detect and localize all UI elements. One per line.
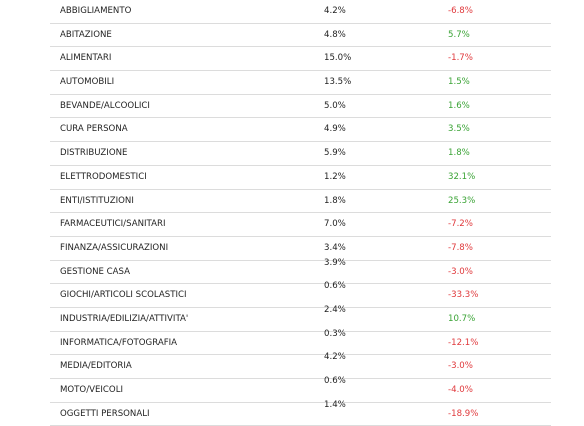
- share-value: 15.0%: [324, 53, 352, 64]
- share-value: 13.5%: [324, 77, 352, 88]
- table-row: ELETTRODOMESTICI 1.2% 32.1%: [50, 166, 551, 190]
- sector-label: DISTRIBUZIONE: [60, 148, 128, 159]
- change-value: 1.8%: [448, 148, 470, 159]
- sector-label: FINANZA/ASSICURAZIONI: [60, 242, 169, 253]
- share-value: 2.4%: [324, 304, 346, 315]
- share-value: 0.6%: [324, 281, 346, 292]
- sector-label: MEDIA/EDITORIA: [60, 361, 132, 372]
- sector-label: ALIMENTARI: [60, 53, 112, 64]
- change-value: -7.8%: [448, 242, 473, 253]
- change-value: -1.7%: [448, 53, 473, 64]
- table-row: BEVANDE/ALCOOLICI 5.0% 1.6%: [50, 95, 551, 119]
- change-value: 10.7%: [448, 313, 476, 324]
- table-row: INDUSTRIA/EDILIZIA/ATTIVITA' 2.4% 10.7%: [50, 304, 551, 332]
- change-value: -18.9%: [448, 408, 479, 419]
- table-row: MEDIA/EDITORIA 4.2% -3.0%: [50, 352, 551, 379]
- change-value: -7.2%: [448, 219, 473, 230]
- sector-table: ABBIGLIAMENTO 4.2% -6.8% ABITAZIONE 4.8%…: [50, 0, 551, 426]
- sector-label: GESTIONE CASA: [60, 266, 131, 277]
- share-value: 7.0%: [324, 219, 346, 230]
- table-row: CURA PERSONA 4.9% 3.5%: [50, 118, 551, 143]
- sector-label: FARMACEUTICI/SANITARI: [60, 219, 166, 230]
- sector-label: MOTO/VEICOLI: [60, 385, 124, 395]
- share-value: 0.3%: [324, 328, 346, 339]
- sector-label: OGGETTI PERSONALI: [60, 408, 150, 419]
- change-value: 25.3%: [448, 195, 476, 206]
- table-row: INFORMATICA/FOTOGRAFIA 0.3% -12.1%: [50, 328, 551, 356]
- change-value: 3.5%: [448, 124, 470, 135]
- sector-label: CURA PERSONA: [60, 124, 128, 135]
- share-value: 3.4%: [324, 242, 346, 253]
- sector-label: ELETTRODOMESTICI: [60, 171, 147, 182]
- table-row: ABBIGLIAMENTO 4.2% -6.8%: [50, 0, 551, 24]
- change-value: -6.8%: [448, 6, 473, 16]
- table-row: MOTO/VEICOLI 0.6% -4.0%: [50, 376, 551, 403]
- change-value: 32.1%: [448, 171, 476, 182]
- table-row: FARMACEUTICI/SANITARI 7.0% -7.2%: [50, 213, 551, 237]
- table-row: ENTI/ISTITUZIONI 1.8% 25.3%: [50, 190, 551, 214]
- table-row: DISTRIBUZIONE 5.9% 1.8%: [50, 142, 551, 166]
- change-value: 1.6%: [448, 100, 470, 111]
- sector-label: GIOCHI/ARTICOLI SCOLASTICI: [60, 290, 187, 301]
- change-value: -3.0%: [448, 361, 473, 372]
- change-value: 1.5%: [448, 77, 470, 88]
- table-row: GIOCHI/ARTICOLI SCOLASTICI 0.6% -33.3%: [50, 281, 551, 308]
- table-row: FINANZA/ASSICURAZIONI 3.4% -7.8%: [50, 237, 551, 261]
- change-value: 5.7%: [448, 29, 470, 40]
- table-row: OGGETTI PERSONALI 1.4% -18.9%: [50, 399, 551, 426]
- share-value: 5.0%: [324, 100, 346, 111]
- share-value: 3.9%: [324, 257, 346, 268]
- share-value: 1.8%: [324, 195, 346, 206]
- change-value: -4.0%: [448, 385, 473, 395]
- share-value: 4.8%: [324, 29, 346, 40]
- share-value: 1.2%: [324, 171, 346, 182]
- change-value: -33.3%: [448, 290, 479, 301]
- change-value: -3.0%: [448, 266, 473, 277]
- share-value: 5.9%: [324, 148, 346, 159]
- sector-label: AUTOMOBILI: [60, 77, 115, 88]
- share-value: 1.4%: [324, 399, 346, 410]
- table-row: ALIMENTARI 15.0% -1.7%: [50, 47, 551, 72]
- sector-label: BEVANDE/ALCOOLICI: [60, 100, 150, 111]
- sector-label: ABBIGLIAMENTO: [60, 6, 132, 16]
- sector-label: INFORMATICA/FOTOGRAFIA: [60, 337, 178, 348]
- sector-label: ABITAZIONE: [60, 29, 112, 40]
- sector-label: INDUSTRIA/EDILIZIA/ATTIVITA': [60, 313, 189, 324]
- table-row: ABITAZIONE 4.8% 5.7%: [50, 24, 551, 48]
- change-value: -12.1%: [448, 337, 479, 348]
- share-value: 4.2%: [324, 352, 346, 363]
- share-value: 4.9%: [324, 124, 346, 135]
- sector-label: ENTI/ISTITUZIONI: [60, 195, 134, 206]
- share-value: 0.6%: [324, 376, 346, 386]
- table-row: GESTIONE CASA 3.9% -3.0%: [50, 257, 551, 285]
- share-value: 4.2%: [324, 6, 346, 16]
- table-row: AUTOMOBILI 13.5% 1.5%: [50, 71, 551, 95]
